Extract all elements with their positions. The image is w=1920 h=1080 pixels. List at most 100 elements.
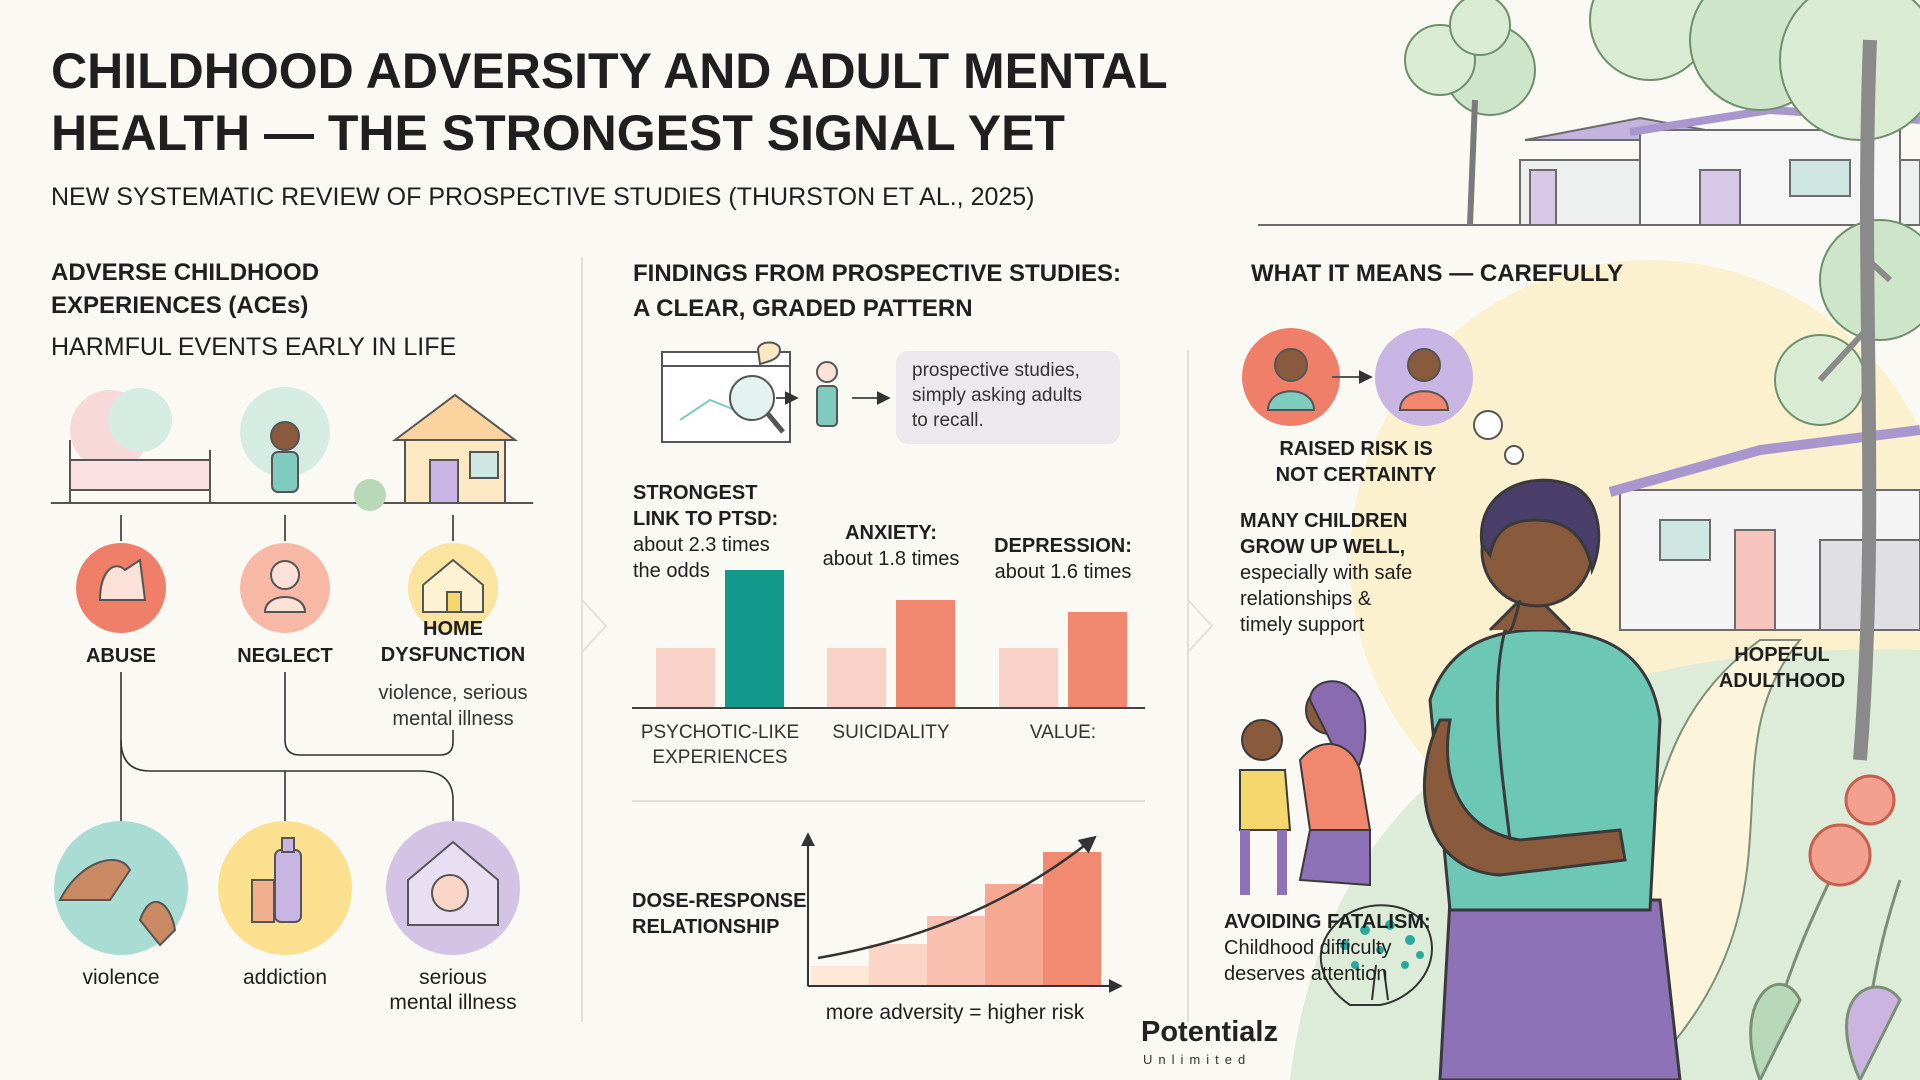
risk-icons	[1407, 348, 1441, 382]
logo-icon	[1371, 964, 1389, 1001]
section-subheading: HARMFUL EVENTS EARLY IN LIFE	[51, 333, 457, 361]
dose-response-graphic	[869, 944, 927, 986]
column-divider	[581, 257, 1214, 1022]
bar	[999, 648, 1058, 708]
heading-line: EXPERIENCES (ACEs)	[51, 292, 309, 319]
dose-response-graphic	[801, 832, 1123, 993]
outcome-label: violence	[82, 966, 160, 989]
dose-response-caption: more adversity = higher risk	[825, 1001, 1085, 1024]
ace-type-note: violence, serious mental illness	[293, 680, 613, 732]
note-line: to recall.	[912, 410, 984, 431]
person	[1479, 478, 1601, 576]
label-line: HOME	[423, 618, 483, 640]
note-text: Childhood difficulty	[1224, 937, 1392, 959]
thought-bubbles	[1504, 445, 1524, 465]
flowers	[1845, 985, 1902, 1080]
person	[1423, 478, 1682, 1080]
section-heading: FINDINGS FROM PROSPECTIVE STUDIES: A CLE…	[633, 256, 1121, 326]
logo-icon	[1351, 961, 1359, 969]
aces-type-icons	[270, 560, 300, 590]
label-line: DYSFUNCTION	[380, 644, 526, 666]
method-diagram	[756, 341, 782, 366]
note-text: deserves attention	[1224, 963, 1388, 985]
note-line: mental illness	[392, 708, 514, 730]
note-text: timely support	[1240, 614, 1365, 636]
houses	[1734, 529, 1776, 631]
person	[1503, 599, 1522, 634]
label-line: PSYCHOTIC-LIKE	[640, 722, 800, 743]
flowers	[1749, 774, 1902, 1080]
note-line: simply asking adults	[912, 385, 1083, 406]
heading-line: FINDINGS FROM PROSPECTIVE STUDIES:	[633, 260, 1122, 287]
title-line: HEALTH — THE STRONGEST SIGNAL YET	[51, 105, 1065, 161]
aces-type-icons	[446, 591, 462, 613]
growth-note: MANY CHILDREN GROW UP WELL, especially w…	[1240, 508, 1412, 638]
heading-line: ADVERSE CHILDHOOD	[51, 259, 320, 286]
category-label: PSYCHOTIC-LIKE EXPERIENCES	[560, 720, 880, 770]
houses	[1529, 169, 1557, 226]
bar	[896, 600, 955, 708]
note-line: NOT CERTAINTY	[1275, 464, 1437, 486]
aces-icons	[354, 479, 386, 511]
note-line: prospective studies,	[912, 360, 1080, 381]
note-text: especially with safe	[1240, 562, 1413, 584]
family-illustration	[1298, 743, 1372, 831]
label-line: DOSE-RESPONSE	[632, 890, 807, 912]
risk-note: RAISED RISK IS NOT CERTAINTY	[1196, 436, 1516, 488]
outcome-icons	[58, 859, 132, 901]
person	[1495, 629, 1512, 841]
family-illustration	[1239, 680, 1372, 895]
label-line: mental illness	[389, 991, 517, 1014]
subtitle: NEW SYSTEMATIC REVIEW OF PROSPECTIVE STU…	[51, 183, 1035, 211]
method-diagram	[896, 351, 1120, 444]
heading-line: A CLEAR, GRADED PATTERN	[633, 295, 973, 322]
aces-type-icons	[263, 596, 307, 613]
trees	[1404, 0, 1920, 761]
bar-annotation: STRONGEST LINK TO PTSD: about 2.3 times …	[633, 480, 778, 584]
annotation-title: STRONGEST	[633, 482, 758, 504]
annotation-title: LINK TO PTSD:	[633, 508, 779, 530]
aces-icons	[51, 387, 533, 511]
outcome-label: addiction	[242, 966, 328, 989]
outcome-icons	[274, 849, 302, 923]
aces-icons	[271, 451, 299, 493]
label-line: VALUE:	[1029, 722, 1097, 743]
dose-response-graphic	[985, 884, 1043, 986]
outcome-icons	[138, 900, 177, 947]
method-diagram	[816, 385, 838, 427]
family-illustration	[1298, 829, 1371, 887]
connector	[120, 739, 454, 822]
flowers	[1844, 774, 1896, 826]
annotation-text: the odds	[633, 560, 710, 582]
bar	[656, 648, 715, 708]
houses	[1699, 169, 1741, 226]
logo-tagline: Unlimited	[1143, 1052, 1252, 1067]
family-illustration	[1240, 830, 1287, 895]
bar-annotation: ANXIETY: about 1.8 times	[731, 520, 1051, 572]
dose-response-graphic	[817, 835, 1097, 960]
trees	[1449, 0, 1511, 56]
bar	[1068, 612, 1127, 708]
note-title: GROW UP WELL,	[1240, 536, 1406, 558]
annotation-title: DEPRESSION:	[994, 535, 1132, 557]
column-divider	[581, 599, 608, 653]
outcome-icons	[431, 874, 469, 912]
label-line: EXPERIENCES	[652, 747, 788, 768]
outcome-icons	[281, 837, 295, 853]
note-title: AVOIDING FATALISM:	[1224, 911, 1431, 933]
method-diagram	[766, 412, 785, 434]
title: CHILDHOOD ADVERSITY AND ADULT MENTAL HEA…	[51, 40, 1168, 164]
hope-label: HOPEFUL ADULTHOOD	[1622, 642, 1920, 694]
note-line: RAISED RISK IS	[1279, 438, 1433, 460]
bar	[725, 570, 784, 708]
method-diagram	[816, 361, 838, 383]
risk-icons	[1398, 390, 1450, 411]
connector	[284, 672, 454, 756]
outcome-icons	[251, 879, 275, 923]
aces-icons	[469, 451, 499, 479]
ace-type-label: HOME DYSFUNCTION	[293, 616, 613, 668]
logo-icon	[1376, 946, 1384, 954]
annotation-text: about 1.8 times	[822, 548, 960, 570]
annotation-text: about 2.3 times	[633, 534, 770, 556]
